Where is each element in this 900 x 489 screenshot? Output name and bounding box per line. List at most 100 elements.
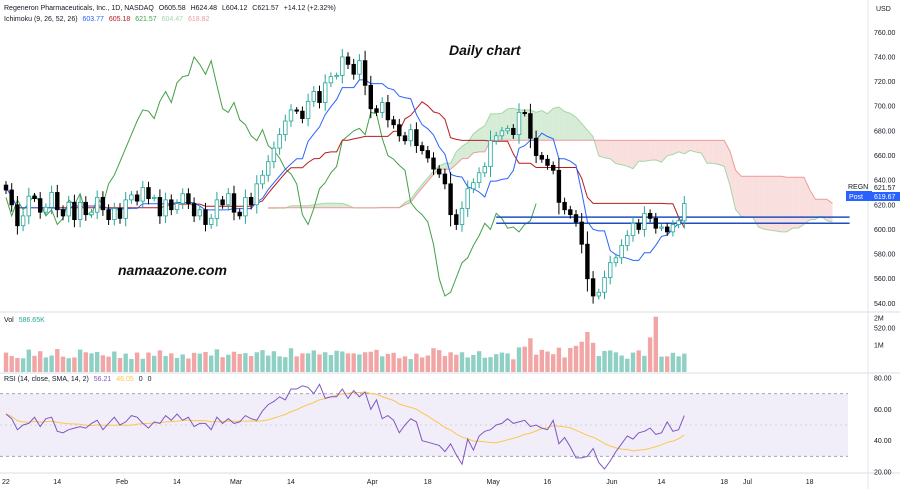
- ichimoku-legend[interactable]: Ichimoku (9, 26, 52, 26) 603.77 605.18 6…: [4, 16, 212, 23]
- kumo-segment: [610, 140, 616, 164]
- kumo-segment: [330, 203, 337, 208]
- candle-body: [49, 192, 54, 208]
- volume-bar: [613, 352, 619, 372]
- candle-body: [653, 217, 658, 229]
- candle: [180, 188, 185, 209]
- volume-bar: [505, 353, 510, 372]
- kumo-segment: [490, 113, 497, 141]
- volume-bar: [402, 356, 408, 372]
- candle-body: [265, 161, 271, 176]
- candle: [38, 192, 43, 219]
- volume-bar: [83, 352, 88, 372]
- volume-bar: [60, 356, 66, 372]
- volume-bar: [38, 351, 43, 372]
- volume-bar: [665, 356, 670, 372]
- candle-body: [117, 208, 123, 219]
- candle-body: [608, 262, 613, 278]
- candle: [83, 196, 88, 221]
- candle-body: [322, 82, 328, 103]
- candle: [516, 103, 522, 144]
- candle-body: [112, 208, 117, 220]
- candle-body: [425, 150, 430, 159]
- kumo-segment: [804, 177, 810, 225]
- kumo-segment: [319, 203, 326, 208]
- volume-bar: [397, 358, 402, 372]
- low-value: 604.12: [225, 5, 248, 12]
- candle: [322, 74, 328, 111]
- volume-bar: [100, 355, 106, 372]
- candle: [77, 194, 83, 228]
- candle-body: [146, 187, 151, 200]
- volume-value: 586.65K: [18, 317, 45, 324]
- candle: [642, 206, 647, 237]
- volume-bar: [653, 316, 658, 372]
- currency-label: USD: [876, 6, 891, 13]
- candle: [140, 181, 145, 208]
- candle-body: [169, 199, 174, 211]
- candle: [391, 115, 396, 129]
- rsi-extra-value: 0: [138, 376, 143, 383]
- volume-bar: [174, 357, 180, 372]
- volume-bar: [123, 353, 128, 372]
- candle: [488, 130, 493, 177]
- candle: [670, 219, 676, 237]
- kumo-segment: [621, 140, 628, 167]
- volume-bar: [448, 352, 453, 372]
- kumo-segment: [564, 111, 571, 141]
- candle-body: [482, 166, 487, 174]
- kumo-segment: [821, 199, 827, 221]
- volume-legend[interactable]: Vol 586.65K: [4, 317, 48, 324]
- candle-body: [556, 169, 562, 203]
- volume-bar: [191, 352, 197, 372]
- candle: [476, 167, 482, 189]
- candle-body: [528, 113, 533, 139]
- candle-body: [283, 120, 288, 135]
- candle: [408, 123, 413, 147]
- kumo-segment: [752, 176, 759, 228]
- candle: [608, 255, 613, 285]
- ichimoku-value: 618.82: [188, 16, 210, 23]
- close-value: 621.57: [257, 5, 279, 12]
- volume-bar: [305, 353, 311, 372]
- time-tick-label: Apr: [367, 479, 379, 486]
- kumo-segment: [718, 140, 725, 167]
- candle-body: [613, 257, 619, 264]
- candle-body: [636, 222, 641, 230]
- candle: [585, 231, 590, 292]
- volume-bar: [117, 357, 123, 372]
- candle-body: [351, 63, 356, 75]
- time-tick-label: May: [487, 479, 501, 486]
- rsi-legend[interactable]: RSI (14, close, SMA, 14, 2) 56.21 46.05 …: [4, 376, 155, 383]
- candle-body: [442, 173, 448, 185]
- volume-bar: [362, 352, 368, 372]
- candle-body: [642, 213, 647, 230]
- kumo-segment: [587, 130, 594, 141]
- volume-bar: [368, 351, 373, 372]
- candle: [362, 50, 368, 96]
- candle: [100, 191, 106, 216]
- volume-bar: [345, 353, 351, 372]
- candle: [625, 230, 630, 251]
- candle-body: [254, 183, 259, 206]
- candle-body: [43, 206, 49, 213]
- kumo-segment: [336, 203, 343, 208]
- volume-bar: [55, 349, 60, 372]
- volume-bar: [551, 354, 556, 372]
- candle: [340, 48, 345, 84]
- candle: [265, 155, 271, 182]
- rsi-value: 56.21: [93, 376, 112, 383]
- price-tick-label: 720.00: [874, 79, 896, 86]
- candle: [630, 217, 636, 242]
- candle-body: [95, 197, 100, 213]
- candles: [3, 48, 687, 304]
- candle-body: [151, 197, 157, 200]
- candle-body: [89, 211, 94, 216]
- candle-body: [585, 243, 590, 280]
- time-tick-label: 14: [287, 479, 295, 486]
- candle: [163, 192, 168, 224]
- volume-bar: [294, 356, 299, 372]
- low-label: L: [222, 5, 226, 12]
- candle: [157, 189, 163, 224]
- volume-bar: [454, 354, 459, 372]
